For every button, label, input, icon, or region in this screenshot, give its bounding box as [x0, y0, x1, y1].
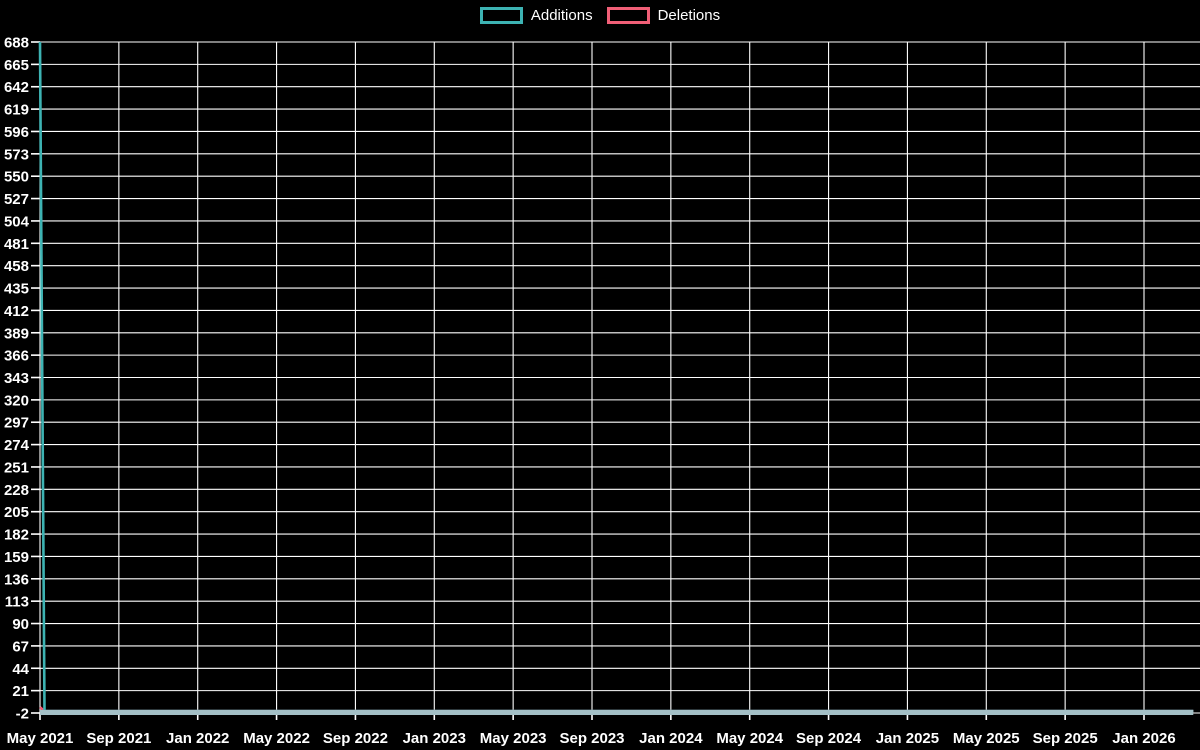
- x-tick-label: Sep 2022: [323, 730, 388, 747]
- y-tick-label: 435: [4, 281, 29, 298]
- x-tick-label: Jan 2023: [403, 730, 466, 747]
- x-tick-label: Sep 2023: [559, 730, 624, 747]
- y-tick-label: 205: [4, 504, 29, 521]
- x-tick-label: Jan 2026: [1112, 730, 1175, 747]
- y-tick-label: 297: [4, 415, 29, 432]
- x-tick-label: May 2023: [480, 730, 547, 747]
- y-tick-label: 458: [4, 258, 29, 275]
- y-tick-label: 320: [4, 392, 29, 409]
- y-tick-label: 21: [12, 683, 29, 700]
- y-tick-label: 90: [12, 616, 29, 633]
- x-tick-label: May 2024: [716, 730, 783, 747]
- y-tick-label: 251: [4, 459, 29, 476]
- y-tick-label: 481: [4, 236, 29, 253]
- x-tick-label: Jan 2024: [639, 730, 703, 747]
- x-tick-label: May 2021: [7, 730, 74, 747]
- y-tick-label: 527: [4, 191, 29, 208]
- y-tick-label: 113: [5, 594, 29, 611]
- legend-label-additions: Additions: [530, 7, 593, 24]
- legend-swatch-deletions: [606, 7, 650, 24]
- chart-legend: Additions Deletions: [0, 7, 1200, 24]
- y-tick-label: 573: [4, 146, 29, 163]
- y-tick-label: 136: [4, 571, 29, 588]
- y-tick-label: 550: [4, 169, 29, 186]
- y-tick-label: 665: [4, 57, 29, 74]
- y-tick-label: 688: [4, 35, 29, 52]
- additions-line: [38, 41, 1194, 713]
- y-tick-label: 343: [4, 370, 29, 387]
- y-tick-label: 642: [4, 79, 29, 96]
- y-tick-label: 412: [4, 303, 29, 320]
- y-tick-label: 67: [12, 638, 29, 655]
- x-tick-label: Sep 2021: [86, 730, 151, 747]
- y-tick-label: 44: [12, 661, 29, 678]
- legend-item-deletions[interactable]: Deletions: [606, 7, 721, 24]
- y-tick-label: 596: [4, 124, 29, 141]
- y-tick-label: 504: [4, 213, 30, 230]
- legend-label-deletions: Deletions: [657, 7, 721, 24]
- x-tick-label: Sep 2025: [1033, 730, 1098, 747]
- y-tick-label: 389: [4, 325, 29, 342]
- x-tick-label: May 2022: [243, 730, 310, 747]
- y-tick-label: 228: [4, 482, 29, 499]
- x-tick-label: May 2025: [953, 730, 1020, 747]
- legend-item-additions[interactable]: Additions: [479, 7, 593, 24]
- legend-swatch-additions: [479, 7, 523, 24]
- y-tick-label: 159: [4, 549, 29, 566]
- x-tick-label: Jan 2025: [876, 730, 939, 747]
- y-tick-label: -2: [16, 706, 29, 723]
- y-tick-label: 274: [4, 437, 30, 454]
- y-tick-label: 182: [4, 527, 29, 544]
- y-tick-label: 619: [4, 102, 29, 119]
- x-tick-label: Jan 2022: [166, 730, 229, 747]
- y-tick-label: 366: [4, 348, 29, 365]
- x-tick-label: Sep 2024: [796, 730, 862, 747]
